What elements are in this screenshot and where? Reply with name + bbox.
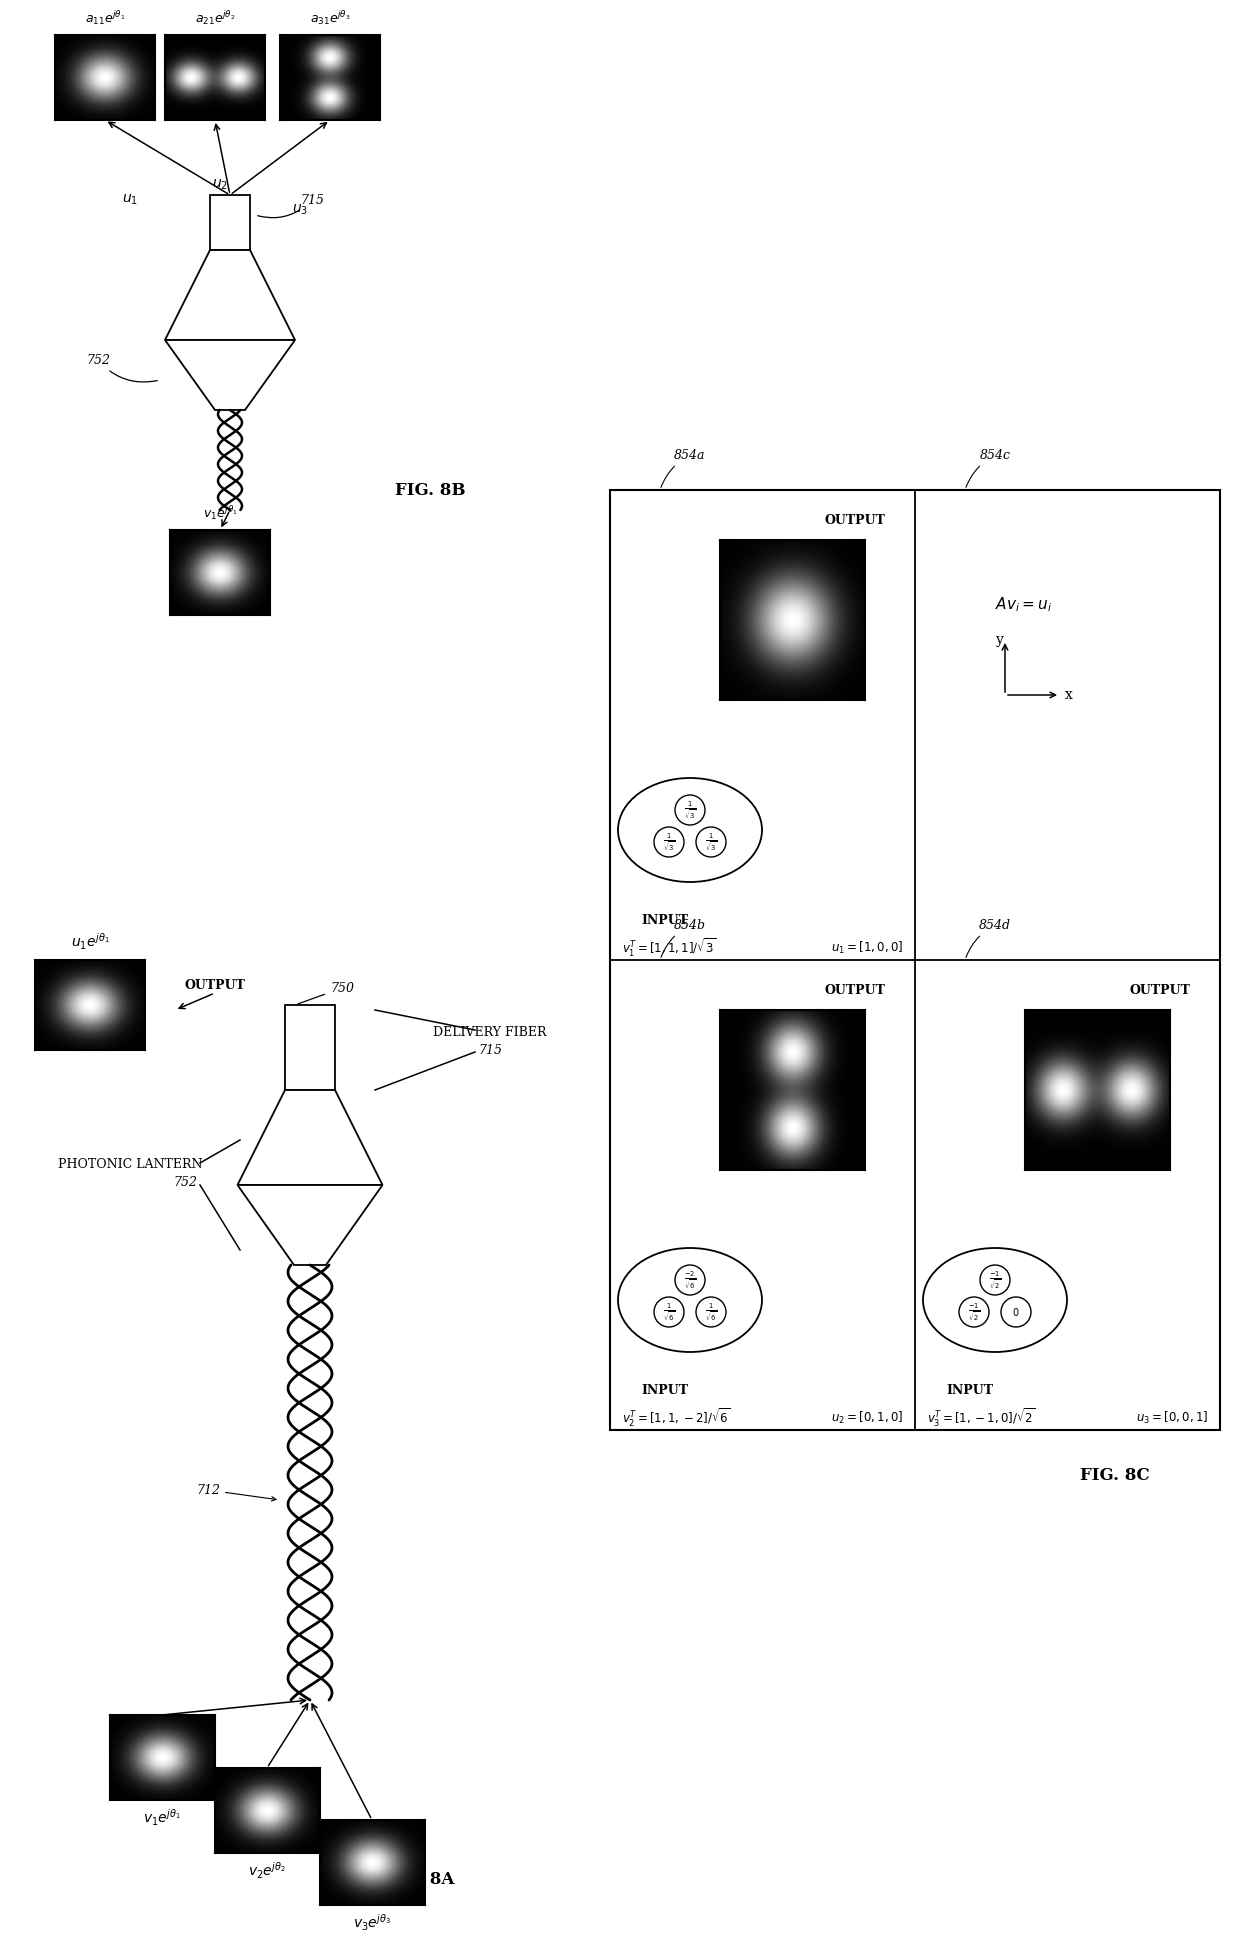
Text: $\frac{-2}{\sqrt{6}}$: $\frac{-2}{\sqrt{6}}$ xyxy=(684,1268,696,1291)
Text: LP$_{11o}$: LP$_{11o}$ xyxy=(776,1021,807,1035)
Text: 712: 712 xyxy=(196,1484,277,1502)
Text: 752: 752 xyxy=(174,1177,197,1190)
Text: 854a: 854a xyxy=(661,449,706,488)
Text: 752: 752 xyxy=(86,354,157,381)
Text: 715: 715 xyxy=(477,1044,502,1056)
Text: $0$: $0$ xyxy=(1012,1305,1019,1319)
Text: $\frac{1}{\sqrt{3}}$: $\frac{1}{\sqrt{3}}$ xyxy=(663,831,675,854)
Text: $\frac{-1}{\sqrt{2}}$: $\frac{-1}{\sqrt{2}}$ xyxy=(968,1301,980,1323)
Text: INPUT: INPUT xyxy=(946,1383,993,1397)
Circle shape xyxy=(675,1264,706,1295)
Text: DELIVERY FIBER: DELIVERY FIBER xyxy=(433,1025,547,1039)
Circle shape xyxy=(980,1264,1011,1295)
Text: LP$_{11e}$: LP$_{11e}$ xyxy=(1081,1021,1112,1035)
Text: $u_1e^{j\theta_1}$: $u_1e^{j\theta_1}$ xyxy=(71,932,109,951)
Text: $u_3=[0,0,1]$: $u_3=[0,0,1]$ xyxy=(1136,1410,1208,1426)
Circle shape xyxy=(653,1297,684,1326)
Text: $\frac{1}{\sqrt{3}}$: $\frac{1}{\sqrt{3}}$ xyxy=(704,831,717,854)
Bar xyxy=(210,194,250,251)
Text: $v_1e^{j\theta_1}$: $v_1e^{j\theta_1}$ xyxy=(202,504,237,521)
Text: $a_{21}e^{j\theta_2}$: $a_{21}e^{j\theta_2}$ xyxy=(195,10,236,27)
Text: LP$_{01}$: LP$_{01}$ xyxy=(779,550,805,564)
Polygon shape xyxy=(238,1089,382,1185)
Text: $u_3$: $u_3$ xyxy=(291,202,308,218)
Text: OUTPUT: OUTPUT xyxy=(825,984,885,996)
Circle shape xyxy=(653,827,684,858)
Text: $u_1=[1,0,0]$: $u_1=[1,0,0]$ xyxy=(831,939,903,957)
Text: $u_2$: $u_2$ xyxy=(212,177,228,193)
Text: FIG. 8A: FIG. 8A xyxy=(386,1871,455,1889)
Circle shape xyxy=(959,1297,990,1326)
Text: $a_{11}e^{j\theta_1}$: $a_{11}e^{j\theta_1}$ xyxy=(84,10,125,27)
Text: $v_2^T=[1,1,-2]/\sqrt{6}$: $v_2^T=[1,1,-2]/\sqrt{6}$ xyxy=(622,1406,730,1430)
Text: INPUT: INPUT xyxy=(641,914,688,926)
Text: $u_2=[0,1,0]$: $u_2=[0,1,0]$ xyxy=(831,1410,903,1426)
Text: $v_1e^{j\theta_1}$: $v_1e^{j\theta_1}$ xyxy=(143,1809,181,1828)
Text: FIG. 8B: FIG. 8B xyxy=(394,482,465,498)
Text: $v_1^T=[1,1,1]/\sqrt{3}$: $v_1^T=[1,1,1]/\sqrt{3}$ xyxy=(622,937,717,959)
Circle shape xyxy=(1001,1297,1030,1326)
Text: $\frac{1}{\sqrt{6}}$: $\frac{1}{\sqrt{6}}$ xyxy=(704,1301,717,1323)
Text: 854b: 854b xyxy=(661,918,706,957)
Circle shape xyxy=(675,796,706,825)
Ellipse shape xyxy=(618,778,763,881)
Text: $\frac{-1}{\sqrt{2}}$: $\frac{-1}{\sqrt{2}}$ xyxy=(988,1268,1001,1291)
Text: y: y xyxy=(996,632,1004,648)
Circle shape xyxy=(696,1297,725,1326)
Circle shape xyxy=(696,827,725,858)
Text: x: x xyxy=(1065,689,1073,702)
Text: $v_3^T=[1,-1,0]/\sqrt{2}$: $v_3^T=[1,-1,0]/\sqrt{2}$ xyxy=(928,1406,1035,1430)
Polygon shape xyxy=(165,340,295,410)
Bar xyxy=(610,490,1220,1430)
Text: $\frac{1}{\sqrt{3}}$: $\frac{1}{\sqrt{3}}$ xyxy=(684,799,696,821)
Text: $a_{31}e^{j\theta_3}$: $a_{31}e^{j\theta_3}$ xyxy=(310,10,350,27)
Text: $v_2e^{j\theta_2}$: $v_2e^{j\theta_2}$ xyxy=(248,1861,286,1881)
Text: $u_1$: $u_1$ xyxy=(122,193,138,208)
Text: INPUT: INPUT xyxy=(641,1383,688,1397)
Polygon shape xyxy=(238,1185,382,1264)
Text: OUTPUT: OUTPUT xyxy=(185,978,246,992)
Text: 854c: 854c xyxy=(966,449,1011,488)
Text: 750: 750 xyxy=(298,982,353,1004)
Ellipse shape xyxy=(923,1249,1066,1352)
Text: PHOTONIC LANTERN: PHOTONIC LANTERN xyxy=(58,1159,202,1171)
Text: $Av_i = u_i$: $Av_i = u_i$ xyxy=(994,595,1052,615)
Ellipse shape xyxy=(618,1249,763,1352)
Text: $\frac{1}{\sqrt{6}}$: $\frac{1}{\sqrt{6}}$ xyxy=(663,1301,675,1323)
Text: OUTPUT: OUTPUT xyxy=(825,513,885,527)
Text: FIG. 8C: FIG. 8C xyxy=(1080,1467,1149,1484)
Text: OUTPUT: OUTPUT xyxy=(1130,984,1190,996)
Text: $v_3e^{j\theta_3}$: $v_3e^{j\theta_3}$ xyxy=(353,1914,391,1933)
Text: 715: 715 xyxy=(258,193,324,218)
Bar xyxy=(285,1006,335,1089)
Polygon shape xyxy=(165,251,295,340)
Text: 854d: 854d xyxy=(966,918,1011,957)
